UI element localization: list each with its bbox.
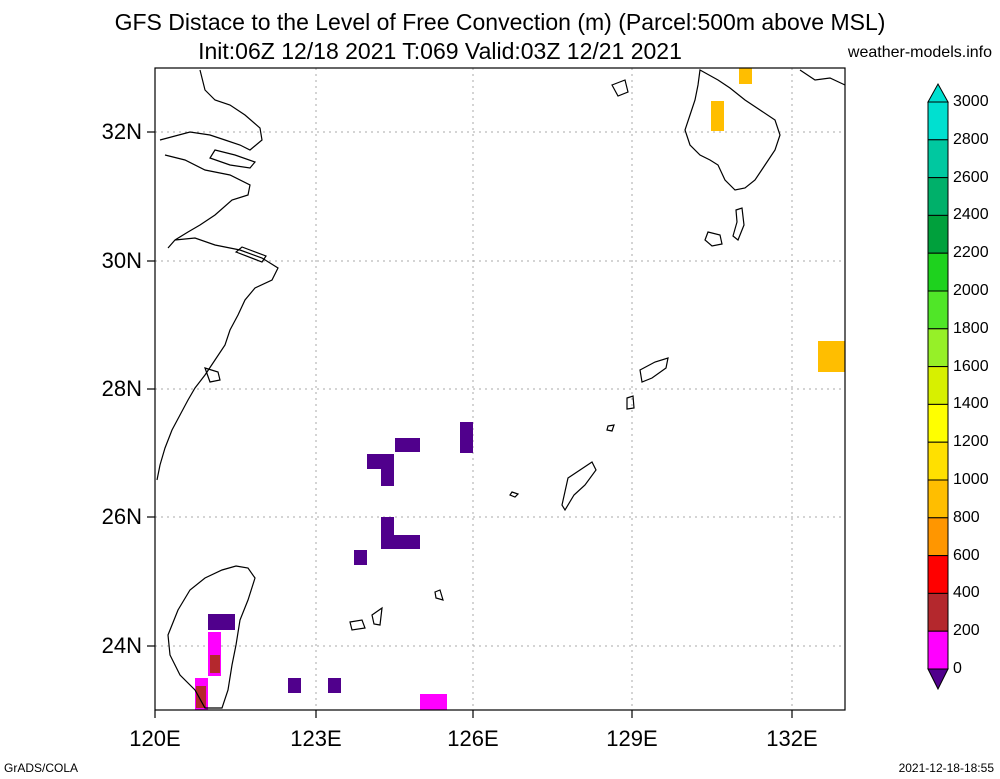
colorbar-label: 800: [953, 508, 980, 526]
colorbar-label: 1600: [953, 357, 989, 375]
colorbar-swatch: [927, 328, 949, 368]
lfc-cells-1000-1200: [711, 68, 845, 372]
colorbar-label: 2600: [953, 168, 989, 186]
lfc-cells-400-600: [196, 655, 220, 708]
colorbar-label: 600: [953, 546, 980, 564]
lon-label: 126E: [447, 726, 499, 751]
lon-label: 120E: [129, 726, 181, 751]
colorbar-bottom-arrow: [927, 668, 949, 691]
lat-label: 26N: [101, 504, 142, 529]
colorbar-swatch: [927, 366, 949, 405]
colorbar-label: 1800: [953, 319, 989, 337]
colorbar-label: 1200: [953, 433, 989, 451]
lat-label: 28N: [101, 376, 142, 401]
colorbar-label: 200: [953, 622, 980, 640]
colorbar-swatch: [927, 177, 949, 216]
colorbar-swatch: [927, 101, 949, 141]
grid-lines: [154, 68, 845, 710]
colorbar-label: 3000: [953, 93, 989, 110]
lat-label: 30N: [101, 248, 142, 273]
lat-label: 32N: [101, 119, 142, 144]
colorbar-swatch: [927, 630, 949, 670]
colorbar-label: 2000: [953, 282, 989, 299]
lat-label: 24N: [101, 633, 142, 658]
lfc-cells-200-400: [195, 632, 447, 710]
axis-ticks: [147, 131, 793, 718]
lon-label: 132E: [766, 726, 818, 751]
colorbar-swatch: [927, 441, 949, 481]
colorbar-swatch: [927, 139, 949, 179]
colorbar-label: 2800: [953, 130, 989, 148]
colorbar-swatch: [927, 290, 949, 330]
timestamp-label: 2021-12-18-18:55: [898, 761, 994, 775]
colorbar-label: 0: [953, 660, 962, 677]
colorbar-label: 400: [953, 584, 980, 602]
credit-label: GrADS/COLA: [4, 761, 79, 775]
lon-label: 123E: [290, 726, 342, 751]
colorbar-label: 1000: [953, 471, 989, 488]
map-title: GFS Distace to the Level of Free Convect…: [114, 9, 886, 35]
colorbar-swatch: [927, 252, 949, 292]
colorbar-label: 1400: [953, 395, 989, 413]
colorbar-label: 2200: [953, 244, 989, 262]
colorbar-swatch: [927, 517, 949, 557]
map-subtitle: Init:06Z 12/18 2021 T:069 Valid:03Z 12/2…: [198, 38, 682, 64]
lfc-cells-0-200: [208, 422, 473, 693]
colorbar-swatch: [927, 555, 949, 594]
coastlines: [156, 69, 846, 709]
colorbar-swatch: [927, 403, 949, 443]
colorbar-label: 2400: [953, 206, 989, 224]
colorbar-swatch: [927, 214, 949, 254]
colorbar-swatch: [927, 479, 949, 519]
colorbar-swatch: [927, 592, 949, 632]
site-label: weather-models.info: [847, 44, 992, 61]
colorbar-top-arrow: [927, 82, 949, 103]
lon-label: 129E: [606, 726, 658, 751]
colorbar: [927, 82, 949, 691]
